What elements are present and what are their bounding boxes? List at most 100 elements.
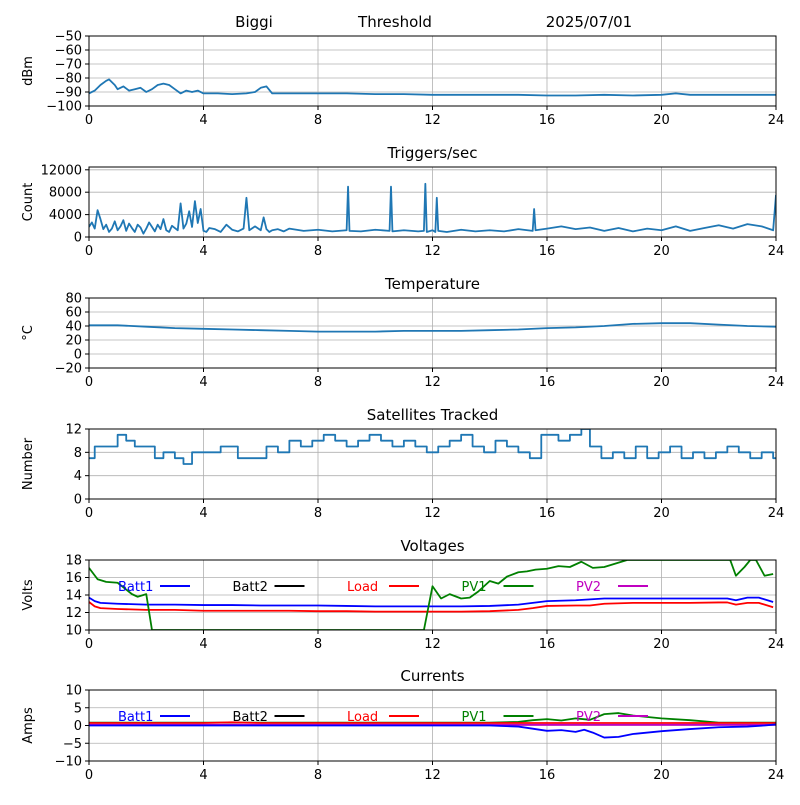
y-axis-label: dBm [21,56,36,86]
y-tick-label: 10 [65,624,82,639]
x-tick-label: 24 [768,244,785,259]
series-group [89,712,776,739]
header-mode: Threshold [357,13,432,31]
x-tick-label: 12 [424,375,441,390]
series-group [89,182,776,235]
y-tick-label: 16 [65,571,82,586]
x-tick-label: 20 [653,244,670,259]
y-tick-label: 20 [65,334,82,349]
series-line-0 [89,322,776,333]
y-tick-label: 80 [65,292,82,307]
x-tick-label: 20 [653,637,670,652]
x-tick-label: 12 [424,768,441,783]
x-tick-label: 4 [199,768,207,783]
x-tick-label: 16 [539,637,556,652]
series-line-batt1 [89,723,776,739]
x-tick-label: 16 [539,506,556,521]
legend-label-load: Load [347,580,378,595]
x-tick-label: 24 [768,113,785,128]
y-tick-label: −70 [55,58,82,73]
y-tick-label: 5 [74,701,82,716]
chart-signal: 0 4 8 12 16 20 24 −100−90−80−70−60−50 dBm [21,30,784,129]
series-group [89,429,776,465]
x-tick-label: 4 [199,637,207,652]
legend-label-batt2: Batt2 [233,580,268,595]
x-tick-label: 16 [539,768,556,783]
x-tick-label: 4 [199,113,207,128]
y-tick-label: −100 [46,100,82,115]
chart-title: Temperature [384,275,480,293]
x-tick-label: 0 [85,506,93,521]
y-tick-label: 40 [65,320,82,335]
y-tick-label: 8000 [49,186,82,201]
x-tick-label: 8 [314,506,322,521]
legend-label-pv2: PV2 [576,710,601,725]
x-tick-label: 12 [424,506,441,521]
y-tick-label: 0 [74,719,82,734]
x-tick-label: 4 [199,506,207,521]
chart-title: Voltages [400,537,464,555]
y-tick-label: 0 [74,493,82,508]
y-axis-label: Count [21,183,36,222]
x-tick-label: 24 [768,768,785,783]
x-tick-label: 8 [314,637,322,652]
y-tick-label: −60 [55,44,82,59]
x-tick-label: 20 [653,768,670,783]
y-tick-label: 4000 [49,208,82,223]
series-group [89,322,776,333]
x-tick-label: 0 [85,244,93,259]
x-tick-label: 0 [85,113,93,128]
y-tick-label: 0 [74,348,82,363]
chart-title: Satellites Tracked [367,406,498,424]
series-line-0 [89,182,776,235]
y-tick-label: 12000 [41,163,82,178]
series-line-0 [89,429,776,465]
x-tick-label: 12 [424,244,441,259]
x-tick-label: 8 [314,244,322,259]
x-tick-label: 0 [85,768,93,783]
x-tick-label: 20 [653,506,670,521]
series-group [89,78,776,97]
chart-triggers: 0 4 8 12 16 20 24 0 4000 8000 12000 Triggers/sec Cou… [21,144,784,259]
x-tick-label: 16 [539,244,556,259]
header-station: Biggi [235,13,273,31]
series-line-load [89,721,776,724]
chart-title: Currents [400,667,464,685]
chart-satellites: 0 4 8 12 16 20 24 0 4 8 12 Satellites Tracked Number [21,406,784,521]
legend-label-pv1: PV1 [462,710,487,725]
y-tick-label: 4 [74,469,82,484]
y-tick-label: −90 [55,86,82,101]
y-axis-label: °C [21,325,36,341]
header-date: 2025/07/01 [546,13,632,31]
legend-label-load: Load [347,710,378,725]
x-tick-label: 12 [424,637,441,652]
series-line-batt1 [89,596,774,608]
legend-label-batt1: Batt1 [118,710,153,725]
x-tick-label: 24 [768,375,785,390]
y-tick-label: −20 [55,362,82,377]
legend: Batt1 Batt2 Load PV1 PV2 [118,710,648,725]
legend-label-batt2: Batt2 [233,710,268,725]
y-tick-label: 12 [65,423,82,438]
x-tick-label: 24 [768,506,785,521]
x-tick-label: 0 [85,637,93,652]
y-tick-label: 0 [74,231,82,246]
series-line-load [89,601,774,613]
y-axis-label: Volts [21,579,36,611]
y-tick-label: 8 [74,446,82,461]
x-tick-label: 24 [768,637,785,652]
y-tick-label: 14 [65,589,82,604]
series-line-0 [89,78,776,97]
y-tick-label: −5 [63,737,82,752]
y-tick-label: −50 [55,30,82,45]
y-tick-label: 12 [65,606,82,621]
x-tick-label: 12 [424,113,441,128]
x-tick-label: 16 [539,375,556,390]
y-axis-label: Amps [21,707,36,744]
x-tick-label: 0 [85,375,93,390]
x-tick-label: 4 [199,244,207,259]
chart-title: Triggers/sec [387,144,478,162]
